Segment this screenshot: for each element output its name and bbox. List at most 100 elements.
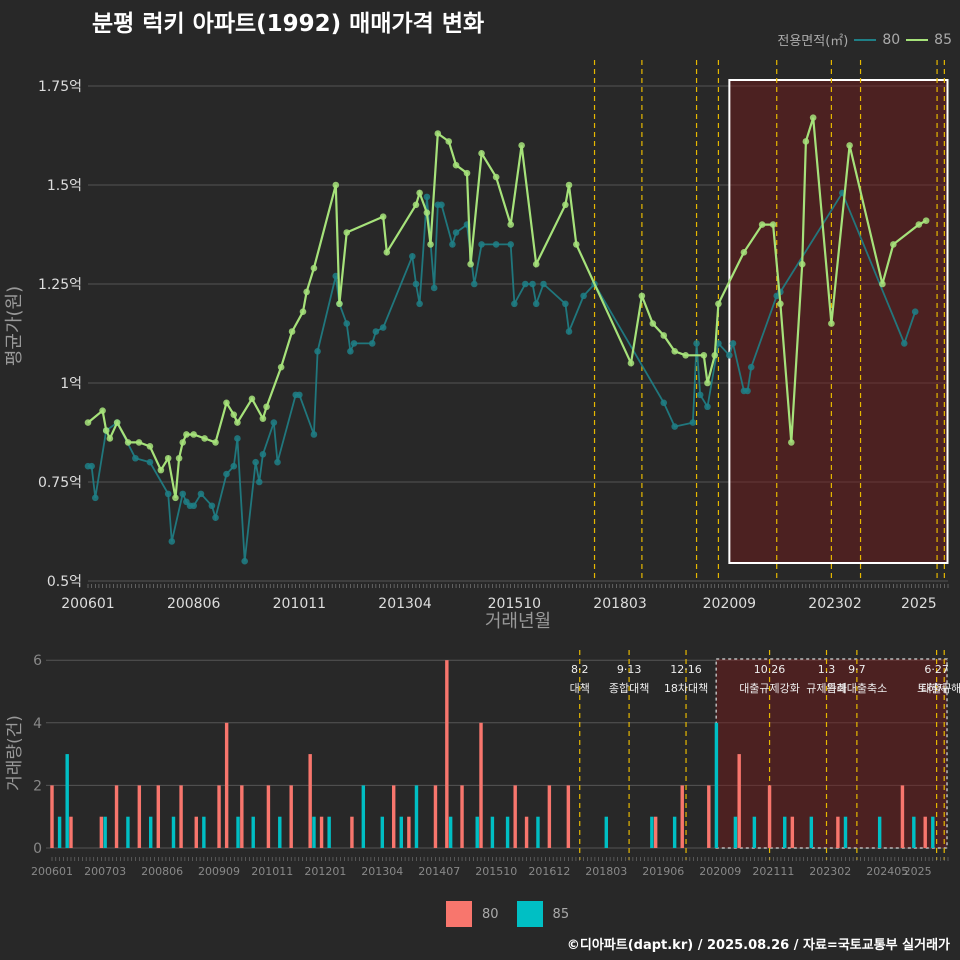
series-point-85	[157, 466, 165, 474]
bar-x-tick-label: 202009	[699, 865, 741, 878]
x-tick-label: 201510	[488, 596, 541, 612]
series-point-85	[660, 332, 668, 339]
series-point-85	[99, 407, 106, 415]
series-point-85	[383, 249, 391, 256]
y-tick-label: 0.75억	[38, 475, 82, 491]
bar-80	[790, 816, 795, 848]
annotation-date: 10.26	[754, 663, 786, 676]
x-tick-label: 200806	[167, 596, 221, 612]
bar-80	[479, 722, 483, 848]
annotation-date: 9·7	[848, 663, 866, 676]
series-point-80	[521, 280, 529, 288]
series-point-80	[565, 328, 573, 335]
series-point-85	[234, 419, 241, 426]
bar-x-tick-label: 201803	[585, 865, 627, 878]
legend-swatch-85	[906, 38, 929, 41]
bar-x-tick-label: 200601	[31, 865, 73, 878]
y-tick-label: 1.5억	[47, 178, 82, 194]
y-tick-label: 0.5억	[47, 574, 82, 590]
bar-85	[733, 816, 738, 848]
series-point-85	[711, 351, 719, 359]
series-point-85	[190, 431, 197, 438]
bar-85	[414, 785, 419, 848]
series-point-85	[704, 379, 711, 387]
bar-y-tick-label: 0	[33, 841, 42, 857]
annotation-date: 9·13	[617, 663, 642, 676]
series-point-85	[303, 288, 310, 296]
series-point-80	[409, 252, 416, 260]
bar-85	[399, 816, 403, 848]
series-point-85	[809, 114, 817, 121]
series-point-85	[671, 348, 678, 355]
y-tick-label: 1억	[60, 376, 82, 392]
series-point-85	[248, 395, 256, 403]
series-point-85	[627, 359, 635, 367]
bar-80	[513, 785, 517, 848]
bar-x-tick-label: 200703	[84, 865, 126, 878]
bottom-legend-label-85: 85	[552, 906, 570, 922]
series-point-80	[241, 557, 248, 565]
x-tick-label: 201803	[593, 596, 646, 612]
bar-x-tick-label: 201510	[475, 865, 517, 878]
bar-85	[490, 816, 495, 848]
series-point-85	[798, 260, 806, 268]
series-point-80	[91, 494, 99, 502]
bar-85	[809, 816, 814, 848]
x-tick-label: 202302	[808, 596, 861, 612]
bar-85	[505, 816, 510, 848]
bar-80	[737, 754, 741, 848]
series-point-85	[332, 181, 340, 189]
series-point-80	[212, 514, 219, 521]
x-tick-label: 200601	[61, 596, 114, 612]
bar-80	[50, 785, 54, 848]
series-point-80	[379, 324, 387, 331]
bar-80	[99, 816, 104, 848]
series-point-85	[310, 264, 318, 272]
bar-x-tick-label: 200909	[198, 865, 240, 878]
annotation-label: 대출규	[921, 682, 951, 695]
bar-80	[460, 785, 464, 848]
annotation-label: 토허제 해제	[917, 681, 960, 695]
bar-85	[752, 816, 757, 848]
series-point-85	[343, 229, 351, 236]
bar-80	[156, 785, 161, 848]
annotation-label: 종합대책	[609, 682, 649, 695]
bar-x-tick-label: 202405	[866, 865, 908, 878]
series-point-80	[529, 280, 536, 288]
series-point-85	[740, 249, 748, 256]
series-point-80	[747, 363, 755, 371]
series-point-80	[368, 340, 376, 347]
series-point-85	[467, 260, 474, 268]
y-tick-label: 1.75억	[38, 79, 82, 95]
series-point-85	[277, 363, 285, 371]
bar-85	[361, 785, 366, 848]
bar-85	[103, 816, 107, 848]
legend-label-80: 80	[882, 31, 901, 48]
series-point-85	[172, 494, 179, 502]
series-point-80	[274, 458, 281, 466]
series-point-80	[234, 435, 241, 442]
series-point-85	[288, 328, 296, 335]
bar-85	[843, 816, 848, 848]
bar-x-tick-label: 202111	[752, 865, 794, 878]
bar-80	[524, 816, 529, 848]
series-point-85	[183, 431, 190, 438]
bar-80	[289, 785, 293, 848]
series-point-80	[259, 450, 267, 458]
bar-x-tick-label: 201407	[418, 865, 460, 878]
series-point-80	[671, 423, 678, 430]
series-point-85	[445, 138, 453, 145]
bar-85	[877, 816, 882, 848]
annotation-label: 대책	[570, 682, 590, 695]
bar-85	[251, 816, 255, 848]
series-point-80	[726, 351, 733, 359]
bar-80	[433, 785, 438, 848]
series-point-80	[372, 328, 380, 335]
highlight-region	[728, 79, 949, 564]
bar-80	[445, 660, 449, 848]
bar-y-tick-label: 2	[33, 778, 42, 794]
y-axis-label: 평균가(원)	[4, 286, 25, 366]
series-point-80	[470, 280, 478, 288]
bar-y-tick-label: 4	[33, 716, 42, 732]
series-point-85	[230, 411, 238, 418]
